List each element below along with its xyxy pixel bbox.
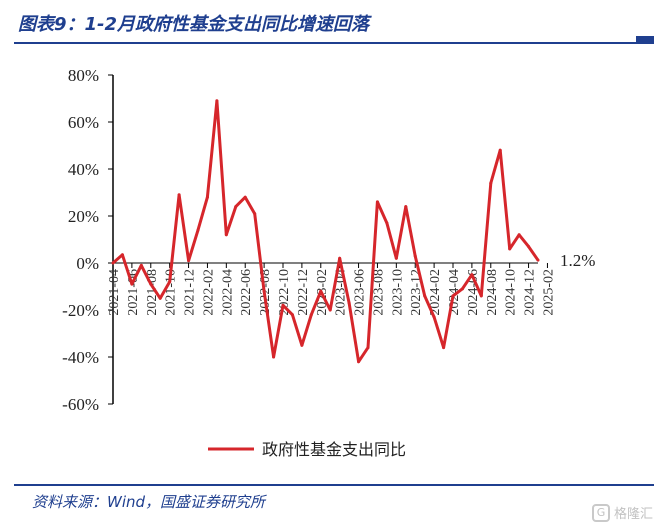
data-point bbox=[272, 355, 276, 359]
data-point bbox=[177, 193, 181, 197]
watermark: G 格隆汇 bbox=[592, 503, 653, 522]
x-tick-label: 2024-08 bbox=[485, 269, 500, 316]
data-point bbox=[187, 259, 191, 263]
x-tick-label: 2022-10 bbox=[277, 269, 292, 316]
title-bar: 图表9：1-2月政府性基金支出同比增速回落 bbox=[14, 4, 654, 44]
data-point bbox=[451, 294, 455, 298]
x-tick-label: 2024-12 bbox=[523, 269, 538, 316]
footer-divider bbox=[14, 484, 654, 486]
data-point bbox=[517, 233, 521, 237]
y-tick-label: -20% bbox=[62, 301, 99, 320]
x-tick-label: 2021-04 bbox=[107, 269, 122, 316]
x-tick-label: 2024-02 bbox=[428, 269, 443, 316]
data-point bbox=[357, 360, 361, 364]
data-point bbox=[394, 256, 398, 260]
data-point bbox=[290, 313, 294, 317]
x-tick-label: 2021-12 bbox=[183, 269, 198, 316]
title-accent bbox=[636, 36, 654, 42]
y-tick-label: 60% bbox=[68, 113, 99, 132]
data-point bbox=[234, 205, 238, 209]
x-tick-label: 2025-02 bbox=[541, 269, 556, 316]
title-divider bbox=[14, 42, 654, 44]
data-point bbox=[385, 221, 389, 225]
x-tick-label: 2022-04 bbox=[220, 269, 235, 316]
x-tick-label: 2022-06 bbox=[239, 269, 254, 316]
x-axis-labels: 2021-04 2021-06 2021-08 2021-10 2021-12 2022-… bbox=[107, 269, 556, 316]
data-point bbox=[366, 346, 370, 350]
data-point bbox=[168, 280, 172, 284]
data-points bbox=[111, 99, 540, 364]
chart-title: 图表9：1-2月政府性基金支出同比增速回落 bbox=[18, 14, 370, 35]
x-tick-label: 2024-10 bbox=[504, 269, 519, 316]
data-point bbox=[442, 346, 446, 350]
data-point bbox=[243, 195, 247, 199]
data-point bbox=[205, 195, 209, 199]
y-tick-label: -40% bbox=[62, 348, 99, 367]
data-point bbox=[139, 263, 143, 267]
data-point bbox=[498, 148, 502, 152]
series-line bbox=[112, 99, 540, 364]
data-point bbox=[404, 205, 408, 209]
watermark-logo-icon: G bbox=[592, 503, 610, 522]
data-point bbox=[309, 313, 313, 317]
y-tick-label: 80% bbox=[68, 66, 99, 85]
data-point bbox=[432, 315, 436, 319]
data-point bbox=[130, 282, 134, 286]
y-tick-label: -60% bbox=[62, 395, 99, 414]
y-axis-labels: 80% 60% 40% 20% 0% -20% -40% -60% bbox=[62, 66, 99, 414]
data-point bbox=[338, 256, 342, 260]
data-point bbox=[196, 228, 200, 232]
x-tick-label: 2022-12 bbox=[296, 269, 311, 316]
x-tick-label: 2021-10 bbox=[164, 269, 179, 316]
data-point bbox=[215, 99, 219, 103]
data-point bbox=[262, 289, 266, 293]
data-point bbox=[375, 200, 379, 204]
x-tick-label: 2023-08 bbox=[371, 269, 386, 316]
y-tick-label: 40% bbox=[68, 160, 99, 179]
data-point bbox=[328, 308, 332, 312]
data-point bbox=[470, 273, 474, 277]
data-point bbox=[460, 287, 464, 291]
data-point bbox=[111, 261, 115, 265]
data-point bbox=[120, 253, 124, 257]
data-point bbox=[527, 245, 531, 249]
x-tick-label: 2022-02 bbox=[201, 269, 216, 316]
legend: 政府性基金支出同比 bbox=[208, 440, 406, 459]
data-point bbox=[158, 296, 162, 300]
data-point bbox=[149, 282, 153, 286]
y-tick-label: 0% bbox=[76, 254, 99, 273]
data-point bbox=[253, 212, 257, 216]
data-point bbox=[423, 294, 427, 298]
data-point bbox=[508, 247, 512, 251]
data-point bbox=[413, 254, 417, 258]
data-point bbox=[300, 343, 304, 347]
line-chart: 80%60%40%20%0%-20%-40%-60% 2021-04 2021-0… bbox=[62, 66, 595, 459]
data-point bbox=[347, 301, 351, 305]
data-point bbox=[281, 303, 285, 307]
watermark-text: 格隆汇 bbox=[614, 507, 654, 522]
x-tick-label: 2023-10 bbox=[390, 269, 405, 316]
data-point bbox=[489, 181, 493, 185]
data-point bbox=[479, 294, 483, 298]
data-point bbox=[536, 258, 540, 262]
x-tick-label: 2023-06 bbox=[353, 269, 368, 316]
y-tick-label: 20% bbox=[68, 207, 99, 226]
x-tick-label: 2023-12 bbox=[409, 269, 424, 316]
data-point bbox=[224, 233, 228, 237]
data-point bbox=[319, 289, 323, 293]
legend-label: 政府性基金支出同比 bbox=[262, 440, 406, 459]
source-note: 资料来源：Wind，国盛证券研究所 bbox=[32, 493, 266, 511]
end-value-label: 1.2% bbox=[560, 251, 595, 270]
